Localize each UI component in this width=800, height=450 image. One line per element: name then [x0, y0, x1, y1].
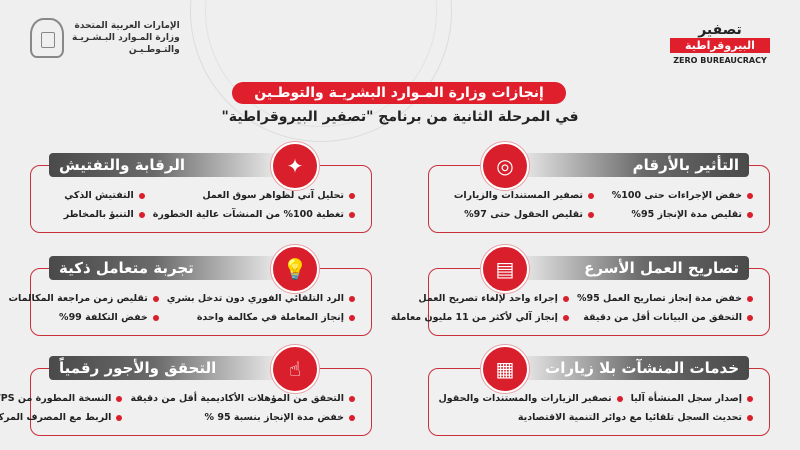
- card: تجربة متعامل ذكية 💡 الرد التلقائي الفوري د…: [8, 245, 372, 336]
- list-item: إنجاز المعاملة في مكالمة واحدة: [167, 310, 355, 325]
- card-title-bar: خدمات المنشآت بلا زيارات: [514, 356, 749, 380]
- card-items: خفض مدة إنجاز تصاريح العمل 95% إجراء واحد…: [391, 291, 753, 325]
- list-item: النسخة المطورة من WPS: [0, 391, 122, 406]
- card-items: خفض الإجراءات حتى 100% تصفير المستندات وا…: [443, 188, 753, 222]
- gov-line: الإمارات العربية المتحدة: [74, 21, 180, 31]
- list-item: تقليص زمن مراجعة المكالمات: [8, 291, 158, 306]
- network-hand-icon: ☝: [271, 345, 319, 393]
- page-title: إنجازات وزارة المـوارد البشريـة والتوطـي…: [232, 82, 566, 104]
- target-icon: ◎: [481, 142, 529, 190]
- page-subtitle: في المرحلة الثانية من برنامج "تصفير البي…: [221, 109, 579, 125]
- logo-en: ZERO BUREAUCRACY: [673, 56, 767, 65]
- list-item: إجراء واحد لإلغاء تصريح العمل: [391, 291, 569, 306]
- list-item: خفض الإجراءات حتى 100%: [602, 188, 753, 203]
- card-title: خدمات المنشآت بلا زيارات: [545, 359, 739, 377]
- lightbulb-icon: 💡: [271, 245, 319, 293]
- list-item: التحقق من المؤهلات الأكاديمية أقل من دقي…: [130, 391, 355, 406]
- card-items: الرد التلقائي الفوري دون تدخل بشري تقليص …: [8, 291, 355, 325]
- logo-ar-line1: تصفير: [698, 22, 742, 38]
- gov-line: وزارة المـوارد البـشـريـة: [72, 33, 180, 43]
- gov-line: والتـوطـيـن: [128, 45, 180, 55]
- document-icon: ▤: [481, 245, 529, 293]
- list-item: تحديث السجل تلقائيا مع دوائر التنمية الا…: [439, 410, 753, 425]
- card: خدمات المنشآت بلا زيارات ▦ إصدار سجل المنش…: [428, 345, 770, 436]
- list-item: التنبؤ بالمخاطر: [45, 207, 145, 222]
- card-title-bar: التحقق والأجور رقمياً: [49, 356, 284, 380]
- card-title: تجربة متعامل ذكية: [59, 259, 194, 277]
- list-item: التحقق من البيانات أقل من دقيقة: [577, 310, 753, 325]
- list-item: الرد التلقائي الفوري دون تدخل بشري: [167, 291, 355, 306]
- list-item: تصفير الزيارات والمستندات والحقول: [439, 391, 623, 406]
- card-title: التأثير بالأرقام: [632, 156, 739, 174]
- card-title-bar: التأثير بالأرقام: [514, 153, 749, 177]
- card-title-bar: تجربة متعامل ذكية: [49, 256, 284, 280]
- list-item: تصفير المستندات والزيارات: [443, 188, 594, 203]
- government-logo: الإمارات العربية المتحدة وزارة المـوارد …: [30, 18, 180, 58]
- list-item: خفض مدة إنجاز تصاريح العمل 95%: [577, 291, 753, 306]
- card-title: الرقابة والتفتيش: [59, 156, 185, 174]
- list-item: خفض التكلفة 99%: [8, 310, 158, 325]
- zero-bureaucracy-logo: تصفير البيروقراطية ZERO BUREAUCRACY: [670, 22, 770, 65]
- card-title: تصاريح العمل الأسرع: [584, 259, 739, 277]
- sparkle-icon: ✦: [271, 142, 319, 190]
- list-item: تغطية 100% من المنشآت عالية الخطورة: [153, 207, 355, 222]
- list-item: تقليص الحقول حتى 97%: [443, 207, 594, 222]
- list-item: تحليل آني لظواهر سوق العمل: [153, 188, 355, 203]
- card: التأثير بالأرقام ◎ خفض الإجراءات حتى 100% ت…: [428, 142, 770, 233]
- list-item: إصدار سجل المنشأة آليا: [631, 391, 753, 406]
- card: تصاريح العمل الأسرع ▤ خفض مدة إنجاز تصاريح…: [391, 245, 770, 336]
- card: التحقق والأجور رقمياً ☝ التحقق من المؤهلات…: [0, 345, 372, 436]
- card-items: إصدار سجل المنشأة آليا تصفير الزيارات وال…: [439, 391, 753, 425]
- list-item: تقليص مدة الإنجاز 95%: [602, 207, 753, 222]
- card-title: التحقق والأجور رقمياً: [59, 359, 217, 377]
- list-item: إنجاز آلي لأكثر من 11 مليون معاملة: [391, 310, 569, 325]
- uae-emblem-icon: [30, 18, 64, 58]
- list-item: الربط مع المصرف المركزي: [0, 410, 122, 425]
- list-item: التفتيش الذكي: [45, 188, 145, 203]
- card-title-bar: تصاريح العمل الأسرع: [514, 256, 749, 280]
- card: الرقابة والتفتيش ✦ تحليل آني لظواهر سوق ال…: [30, 142, 372, 233]
- logo-ar-line2: البيروقراطية: [670, 38, 770, 53]
- card-items: تحليل آني لظواهر سوق العمل التفتيش الذكي ت…: [45, 188, 355, 222]
- card-items: التحقق من المؤهلات الأكاديمية أقل من دقي…: [0, 391, 355, 425]
- list-item: خفض مدة الإنجاز بنسبة 95 %: [130, 410, 355, 425]
- building-icon: ▦: [481, 345, 529, 393]
- card-title-bar: الرقابة والتفتيش: [49, 153, 284, 177]
